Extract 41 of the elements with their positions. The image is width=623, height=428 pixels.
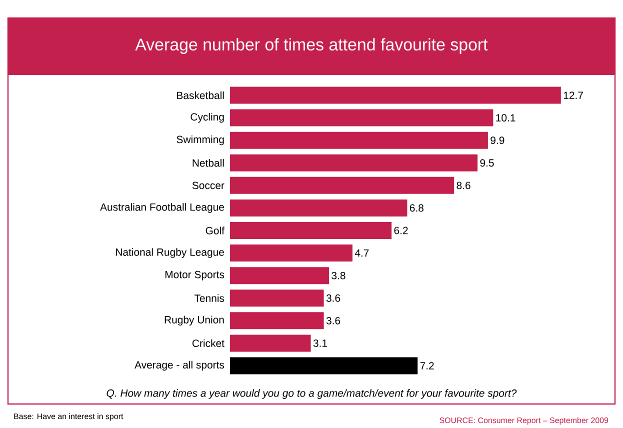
data-label: 3.1 xyxy=(313,340,327,347)
bar xyxy=(230,154,478,172)
bar xyxy=(230,290,324,307)
data-label: 6.2 xyxy=(394,226,408,234)
y-tick-label: Soccer xyxy=(192,182,224,190)
data-label: 9.9 xyxy=(490,136,504,144)
data-label: 3.6 xyxy=(326,316,340,324)
y-tick-label: Golf xyxy=(206,226,224,234)
bar xyxy=(230,267,330,284)
bar xyxy=(230,132,488,149)
y-tick-label: Cricket xyxy=(192,339,224,348)
y-tick-label: Tennis xyxy=(194,294,224,302)
data-label: 10.1 xyxy=(496,114,516,122)
bar xyxy=(230,86,561,104)
data-label: 4.7 xyxy=(354,249,369,257)
y-tick-label: Australian Football League xyxy=(100,203,224,213)
bar xyxy=(230,244,352,262)
data-label: 3.8 xyxy=(332,272,346,280)
y-tick-label: Rugby Union xyxy=(164,316,224,326)
y-tick-label: Basketball xyxy=(177,91,224,100)
bar xyxy=(230,176,454,194)
y-tick-label: Average - all sports xyxy=(134,360,224,371)
text: Q. How many times a year would you go to a game/match/event for your favourite sport? xyxy=(106,389,517,399)
y-tick-label: Cycling xyxy=(190,112,224,123)
y-tick-label: Netball xyxy=(192,159,224,167)
bar xyxy=(230,334,311,352)
data-label: 7.2 xyxy=(420,362,434,370)
bar xyxy=(230,312,324,330)
y-tick-label: Swimming xyxy=(176,135,224,146)
data-label: 3.6 xyxy=(326,294,340,302)
bar xyxy=(230,357,418,374)
y-tick-label: National Rugby League xyxy=(116,248,224,258)
chart-title: Average number of times attend favourite sport xyxy=(135,38,488,54)
data-label: 8.6 xyxy=(456,182,470,190)
data-label: 12.7 xyxy=(564,92,583,99)
bar xyxy=(230,222,392,239)
data-label: 6.8 xyxy=(410,204,424,212)
data-label: 9.5 xyxy=(480,159,494,167)
bar xyxy=(230,199,408,216)
bar xyxy=(230,109,494,126)
y-tick-label: Motor Sports xyxy=(165,270,224,280)
